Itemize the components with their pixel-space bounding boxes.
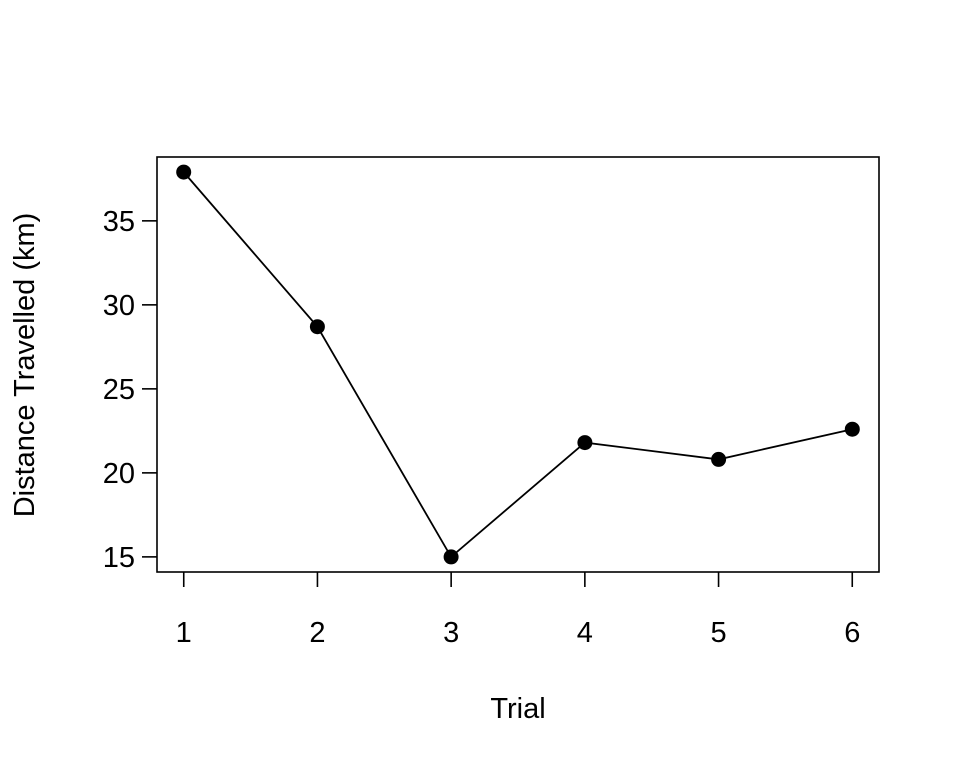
plot-frame <box>156 156 880 573</box>
x-axis: 1 2 3 4 5 6 <box>176 572 860 649</box>
x-tick-label: 6 <box>844 617 860 649</box>
x-tick-label: 5 <box>710 617 726 649</box>
series-line <box>183 171 853 559</box>
data-point <box>844 421 860 437</box>
x-axis-label: Trial <box>490 693 545 725</box>
y-tick-label: 25 <box>103 374 135 406</box>
y-tick-label: 30 <box>103 290 135 322</box>
y-axis-label: Distance Travelled (km) <box>9 213 41 518</box>
data-point <box>577 435 593 451</box>
x-tick-label: 1 <box>176 617 192 649</box>
data-point <box>711 451 727 467</box>
x-tick-label: 3 <box>443 617 459 649</box>
data-point <box>176 164 192 180</box>
y-tick-label: 15 <box>103 542 135 574</box>
x-tick-label: 4 <box>577 617 593 649</box>
y-tick-label: 20 <box>103 458 135 490</box>
y-axis: 15 20 25 30 35 <box>103 206 157 574</box>
data-point <box>309 319 325 335</box>
series-layer <box>176 164 860 565</box>
x-tick-label: 2 <box>309 617 325 649</box>
data-point <box>443 549 459 565</box>
y-tick-label: 35 <box>103 206 135 238</box>
